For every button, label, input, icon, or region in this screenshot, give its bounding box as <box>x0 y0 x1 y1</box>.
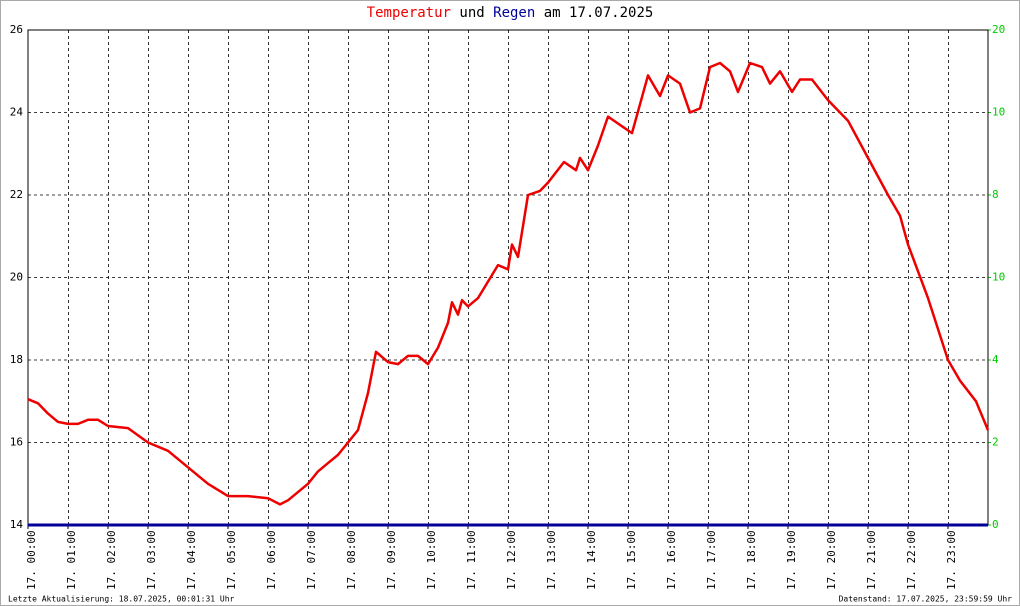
y2-tick-label: 4 <box>992 353 999 366</box>
y2-tick-label: 8 <box>992 188 999 201</box>
y2-tick-label: 2 <box>992 436 999 449</box>
title-series-1: Temperatur <box>367 5 451 21</box>
x-tick-label: 17. 13:00 <box>545 530 558 590</box>
x-tick-label: 17. 19:00 <box>785 530 798 590</box>
footer-left: Letzte Aktualisierung: 18.07.2025, 00:01… <box>8 595 235 604</box>
x-tick-label: 17. 02:00 <box>105 530 118 590</box>
y-tick-label: 26 <box>10 23 23 36</box>
x-tick-label: 17. 05:00 <box>225 530 238 590</box>
title-series-2: Regen <box>493 5 535 21</box>
x-tick-label: 17. 12:00 <box>505 530 518 590</box>
x-tick-label: 17. 21:00 <box>865 530 878 590</box>
title-text: am 17.07.2025 <box>544 5 654 21</box>
x-tick-label: 17. 10:00 <box>425 530 438 590</box>
y-tick-label: 22 <box>10 188 23 201</box>
x-tick-label: 17. 16:00 <box>665 530 678 590</box>
series-line <box>27 61 990 506</box>
x-tick-label: 17. 08:00 <box>345 530 358 590</box>
title-text: und <box>459 5 484 21</box>
x-tick-label: 17. 03:00 <box>145 530 158 590</box>
x-tick-label: 17. 14:00 <box>585 530 598 590</box>
x-tick-label: 17. 09:00 <box>385 530 398 590</box>
x-tick-label: 17. 18:00 <box>745 530 758 590</box>
y2-tick-label: 0 <box>992 518 999 531</box>
y2-tick-label: 10 <box>992 271 1005 284</box>
y2-tick-label: 10 <box>992 106 1005 119</box>
x-tick-label: 17. 23:00 <box>945 530 958 590</box>
x-tick-label: 17. 15:00 <box>625 530 638 590</box>
x-tick-label: 17. 06:00 <box>265 530 278 590</box>
y-tick-label: 18 <box>10 353 23 366</box>
x-tick-label: 17. 20:00 <box>825 530 838 590</box>
y-tick-label: 14 <box>10 518 24 531</box>
y-tick-label: 24 <box>10 106 24 119</box>
x-tick-label: 17. 04:00 <box>185 530 198 590</box>
x-tick-label: 17. 07:00 <box>305 530 318 590</box>
x-tick-label: 17. 11:00 <box>465 530 478 590</box>
x-tick-label: 17. 00:00 <box>25 530 38 590</box>
x-tick-label: 17. 01:00 <box>65 530 78 590</box>
footer-right: Datenstand: 17.07.2025, 23:59:59 Uhr <box>839 595 1013 604</box>
y-tick-label: 20 <box>10 271 23 284</box>
x-tick-label: 17. 22:00 <box>905 530 918 590</box>
y2-tick-label: 20 <box>992 23 1005 36</box>
x-tick-label: 17. 17:00 <box>705 530 718 590</box>
y-tick-label: 16 <box>10 436 23 449</box>
chart-title: Temperatur und Regen am 17.07.2025 <box>367 5 654 21</box>
